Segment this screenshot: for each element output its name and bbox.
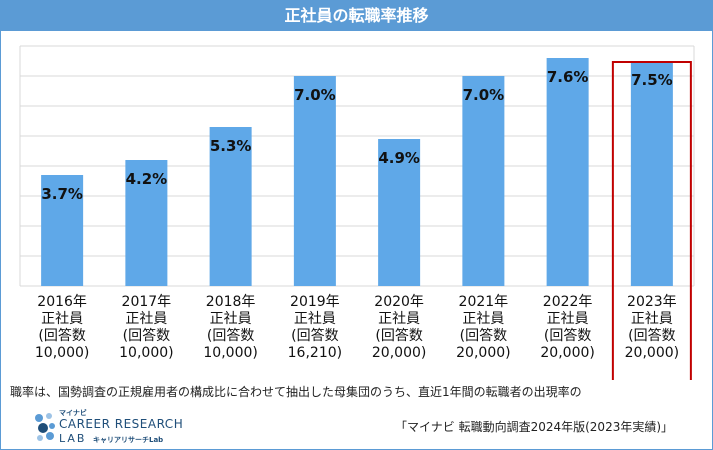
data-label-1: 4.2%: [126, 170, 168, 188]
category-label-1-1: 正社員: [125, 311, 167, 327]
category-label-6-3: 20,000): [540, 345, 594, 361]
category-label-3-1: 正社員: [294, 311, 336, 327]
category-label-7-1: 正社員: [631, 311, 673, 327]
category-label-6-2: (回答数: [544, 327, 591, 344]
category-label-6-1: 正社員: [547, 311, 589, 327]
bar-7: [630, 61, 673, 286]
category-label-1-2: (回答数: [123, 327, 170, 344]
category-label-4-2: (回答数: [375, 327, 422, 344]
category-label-1-3: 10,000): [119, 345, 173, 361]
source-citation: 「マイナビ 転職動向調査2024年版(2023年実績)」: [395, 420, 674, 434]
logo-sub-text: キャリアリサーチLab: [93, 436, 164, 444]
logo-small-text: マイナビ: [59, 409, 87, 417]
data-label-3: 7.0%: [294, 86, 336, 104]
bar-chart: 3.7%2016年正社員(回答数10,000)4.2%2017年正社員(回答数1…: [19, 45, 695, 380]
data-label-0: 3.7%: [41, 185, 83, 203]
data-label-5: 7.0%: [463, 86, 505, 104]
category-label-2-1: 正社員: [210, 311, 252, 327]
bar-2: [209, 127, 252, 286]
data-label-6: 7.6%: [547, 68, 589, 86]
category-label-1-0: 2017年: [122, 294, 172, 310]
bar-3: [293, 76, 336, 286]
logo-dots-icon: [35, 413, 55, 441]
category-label-5-2: (回答数: [460, 327, 507, 344]
category-label-0-1: 正社員: [41, 311, 83, 327]
category-label-5-3: 20,000): [456, 345, 510, 361]
category-label-4-0: 2020年: [374, 294, 424, 310]
category-label-2-2: (回答数: [207, 327, 254, 344]
category-label-5-0: 2021年: [459, 294, 509, 310]
logo-main-text: CAREER RESEARCH: [59, 417, 184, 431]
logo-lab-text: LAB: [59, 432, 87, 445]
footnote: 職率は、国勢調査の正規雇用者の構成比に合わせて抽出した母集団のうち、直近1年間の…: [10, 385, 582, 399]
category-label-0-0: 2016年: [37, 294, 87, 310]
bar-6: [546, 58, 589, 286]
bar-0: [41, 175, 84, 286]
chart-title: 正社員の転職率推移: [0, 0, 713, 31]
data-label-4: 4.9%: [378, 149, 420, 167]
category-label-3-0: 2019年: [290, 294, 340, 310]
category-label-2-0: 2018年: [206, 294, 256, 310]
career-research-lab-logo: マイナビ CAREER RESEARCH LAB キャリアリサーチLab: [33, 408, 193, 448]
category-label-7-0: 2023年: [627, 294, 677, 310]
category-label-5-1: 正社員: [462, 311, 504, 327]
bar-4: [378, 139, 421, 286]
category-label-0-3: 10,000): [35, 345, 89, 361]
highlight-box: [611, 61, 692, 380]
category-label-4-1: 正社員: [378, 311, 420, 327]
category-label-7-3: 20,000): [625, 345, 679, 361]
bar-5: [462, 76, 505, 286]
data-label-2: 5.3%: [210, 137, 252, 155]
bar-1: [125, 160, 168, 286]
category-label-2-3: 10,000): [203, 345, 257, 361]
category-label-3-3: 16,210): [288, 345, 342, 361]
category-label-6-0: 2022年: [543, 294, 593, 310]
data-label-7: 7.5%: [631, 71, 673, 89]
category-label-3-2: (回答数: [291, 327, 338, 344]
category-label-7-2: (回答数: [628, 327, 675, 344]
category-label-0-2: (回答数: [38, 327, 85, 344]
category-label-4-3: 20,000): [372, 345, 426, 361]
